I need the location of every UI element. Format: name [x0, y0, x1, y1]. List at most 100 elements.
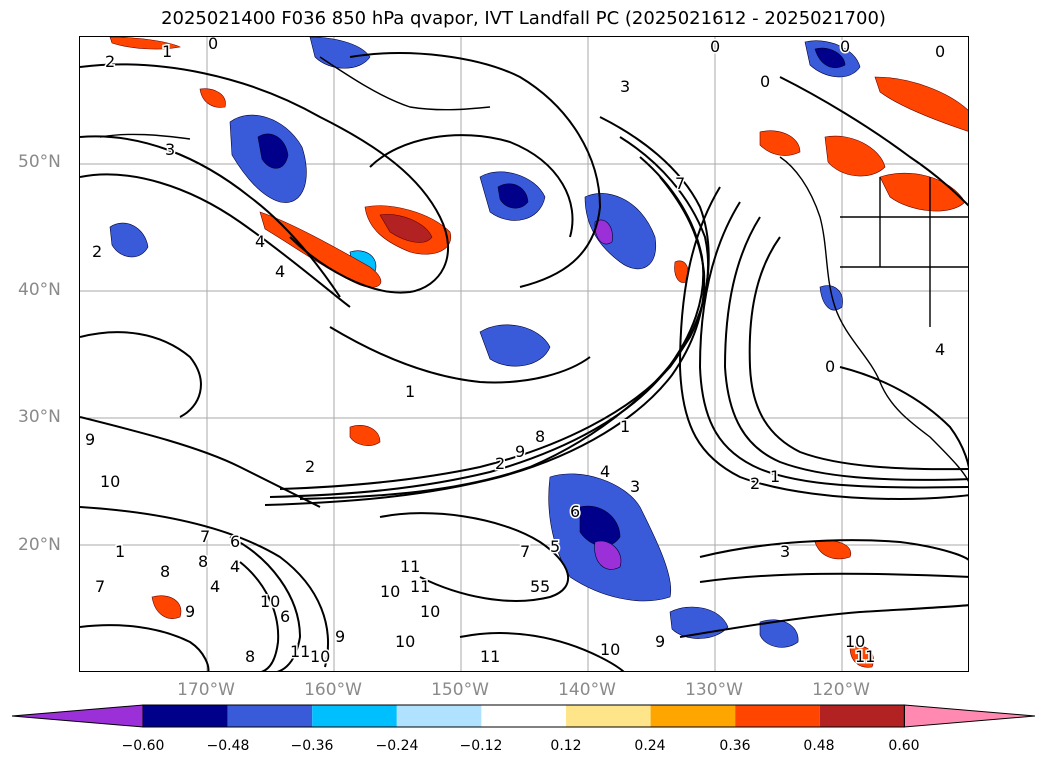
shading-blob [814, 540, 852, 560]
contour-line [699, 539, 968, 561]
contour-lines [80, 52, 968, 671]
contour-label: 3 [780, 542, 790, 561]
contour-label: 6 [230, 532, 240, 551]
contour-label: 11 [400, 557, 420, 576]
shading-blob [874, 76, 968, 132]
contour-label: 0 [710, 37, 720, 56]
map-panel: 2 1 0 0 0 0 0 3 3 7 2 4 4 1 2 9 10 2 1 9 8 7 5 6 4 3 2 1 4 1 3 8 5 10 7 9 11… [79, 36, 969, 672]
qvapor-positive-shading [109, 37, 968, 668]
shading-blob [819, 285, 843, 311]
contour-label: 0 [208, 37, 218, 53]
colorbar-tick: −0.12 [459, 738, 503, 754]
contour-label: 5 [540, 577, 550, 596]
contour-label: 0 [840, 37, 850, 56]
shading-blob [579, 505, 621, 547]
colorbar-segment [481, 705, 566, 727]
lon-tick-label: 140°W [558, 680, 616, 700]
contour-line [349, 52, 602, 288]
shading-blob [379, 214, 433, 243]
contour-label: 5 [530, 577, 540, 596]
contour-line [80, 416, 321, 508]
colorbar [11, 704, 1036, 728]
contour-label: 8 [245, 647, 255, 666]
shading-blob [259, 211, 382, 288]
contour-label: 10 [380, 582, 400, 601]
colorbar-segment [819, 705, 905, 727]
contour-line [329, 326, 591, 384]
contour-line [679, 604, 968, 638]
shading-blob [814, 47, 846, 69]
map-title: 2025021400 F036 850 hPa qvapor, IVT Land… [161, 8, 886, 29]
colorbar-segment [312, 705, 397, 727]
contour-line [80, 624, 210, 671]
contour-label: 9 [335, 627, 345, 646]
coastlines [99, 56, 968, 483]
colorbar-tick: −0.48 [206, 738, 250, 754]
contour-label: 2 [105, 52, 115, 71]
contour-label: 1 [770, 467, 780, 486]
shading-blob [349, 425, 381, 446]
contour-label: 4 [230, 557, 240, 576]
colorbar-tick: −0.24 [375, 738, 419, 754]
colorbar-tick: 0.24 [634, 738, 666, 754]
contour-label: 6 [280, 607, 290, 626]
shading-blob [759, 619, 799, 648]
contour-line [369, 134, 574, 238]
contour-label: 10 [260, 592, 280, 611]
contour-label: 2 [495, 454, 505, 473]
contour-label: 1 [405, 382, 415, 401]
contour-label: 9 [185, 602, 195, 621]
contour-label: 10 [310, 647, 330, 666]
contour-label: 8 [160, 562, 170, 581]
contour-label: 11 [410, 577, 430, 596]
shading-blob [257, 133, 289, 169]
shading-blob [309, 37, 371, 69]
shading-blob [497, 183, 529, 209]
contour-label: 3 [630, 477, 640, 496]
lat-tick-label: 50°N [18, 152, 61, 172]
contour-line [748, 236, 968, 471]
lon-tick-label: 160°W [304, 680, 362, 700]
contour-label: 2 [750, 474, 760, 493]
contour-line [779, 76, 968, 207]
colorbar-tick: 0.12 [550, 738, 582, 754]
contour-label: 2 [92, 242, 102, 261]
contour-label: 0 [935, 42, 945, 61]
colorbar-outline [142, 704, 905, 728]
contour-line [80, 135, 341, 298]
contour-label: 10 [845, 632, 865, 651]
contour-label: 0 [825, 357, 835, 376]
shading-blob [759, 130, 801, 156]
lat-tick-label: 30°N [18, 407, 61, 427]
contour-line [678, 186, 968, 501]
contour-label: 1 [115, 542, 125, 561]
contour-line [264, 176, 706, 506]
colorbar-segment [735, 705, 820, 727]
contour-label: 10 [600, 640, 620, 659]
contour-line [379, 512, 570, 602]
contour-label: 7 [200, 527, 210, 546]
colorbar-segment [227, 705, 313, 727]
contour-line [80, 331, 202, 418]
contour-label: 7 [95, 577, 105, 596]
lon-tick-label: 170°W [177, 680, 235, 700]
colorbar-tick: −0.36 [290, 738, 334, 754]
colorbar-segment [650, 705, 736, 727]
colorbar-tick: 0.36 [719, 738, 751, 754]
contour-label: 4 [600, 462, 610, 481]
lat-tick-label: 20°N [18, 535, 61, 555]
contour-label: 3 [165, 140, 175, 159]
lon-tick-label: 150°W [431, 680, 489, 700]
contour-label: 0 [760, 72, 770, 91]
contour-label: 11 [855, 647, 875, 666]
shading-blob [594, 540, 622, 570]
colorbar-segment [143, 705, 228, 727]
lat-tick-label: 40°N [18, 280, 61, 300]
contour-label: 4 [275, 262, 285, 281]
colorbar-extend-max [903, 704, 1036, 728]
contour-label: 9 [85, 430, 95, 449]
contour-label: 1 [162, 42, 172, 61]
shading-blob [109, 37, 181, 50]
contour-line [80, 506, 329, 668]
